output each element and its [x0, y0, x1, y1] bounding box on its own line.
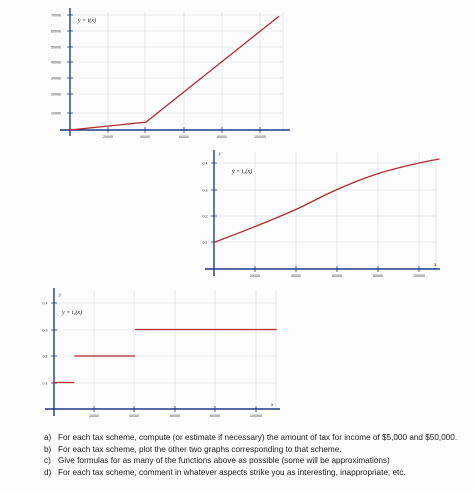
- graph-t-y-tick-label: 20000: [51, 93, 61, 97]
- graph-t-y-tick-label: 30000: [51, 77, 61, 81]
- question-text: For each tax scheme, compute (or estimat…: [58, 433, 458, 442]
- graph-t2-x-tick-label: 20000: [250, 274, 260, 278]
- graph-t2-curve: [213, 158, 440, 244]
- graph-t3-y-tick-label: 0.2: [43, 355, 48, 359]
- graph-t-y-tick-label: 40000: [51, 61, 61, 65]
- graph-t3-x-tick-label: 60000: [170, 414, 180, 418]
- graph-t-y-tick-label: 70000: [51, 14, 61, 18]
- question-c: c) Give formulas for as many of the func…: [44, 455, 464, 467]
- graph-t: 70000 60000 50000 40000 30000 20000 1000…: [51, 8, 290, 139]
- graph-t-x-ticks: 20000 40000 60000 80000 100000: [103, 127, 266, 139]
- graph-t3-x-tick-label: 100000: [250, 414, 262, 418]
- graph-t-x-tick-label: 100000: [254, 135, 266, 139]
- graph-t2-x-ticks: 20000 40000 60000 80000 100000: [250, 266, 425, 278]
- graph-t-y-tick-label: 50000: [51, 46, 61, 50]
- graph-t2-x-tick-label: 100000: [413, 274, 425, 278]
- graph-t3-grid: [53, 290, 277, 410]
- graph-t3-y-ticks: 0.4 0.3 0.2 0.1: [43, 302, 57, 386]
- graph-t2-y-tick-label: 0.3: [203, 189, 208, 193]
- graph-t3-y-tick-label: 0.1: [43, 382, 48, 386]
- graph-t3-function-label: y = t₃(x): [61, 309, 82, 316]
- graph-t-x-tick-label: 80000: [217, 135, 227, 139]
- graph-t2-y-tick-label: 0.2: [203, 215, 208, 219]
- graph-t-x-tick-label: 20000: [103, 135, 113, 139]
- graph-t2-function-label: y = t₂(x): [231, 168, 252, 175]
- question-marker: d): [44, 467, 52, 477]
- graph-t-y-tick-label: 10000: [51, 112, 61, 116]
- graph-t3-x-ticks: 20000 40000 60000 80000 100000: [89, 406, 262, 418]
- graph-t2-y-tick-label: 0.1: [203, 241, 208, 245]
- graph-t3-x-tick-label: 40000: [129, 414, 139, 418]
- graph-t-x-tick-label: 40000: [140, 135, 150, 139]
- graph-t2-y-tick-label: 0.4: [203, 162, 208, 166]
- graph-t2-grid: [213, 152, 437, 272]
- graph-t3-x-tick-label: 20000: [89, 414, 99, 418]
- graph-t3-steps: [54, 328, 277, 384]
- question-b: b) For each tax scheme, plot the other t…: [44, 444, 464, 456]
- graph-t2-x-tick-label: 60000: [332, 274, 342, 278]
- graph-t2-y-ticks: 0.4 0.3 0.2 0.1: [203, 162, 217, 245]
- graph-t3-x-axis-name: x: [270, 403, 274, 408]
- graph-t2: y x 0.4 0.3 0.2 0.1 20000 40000 60000 80…: [203, 150, 440, 278]
- question-text: Give formulas for as many of the functio…: [58, 456, 390, 466]
- graph-t2-x-tick-label: 40000: [291, 274, 301, 278]
- graph-t2-x-axis-name: x: [433, 263, 437, 268]
- question-text: For each tax scheme, comment in whatever…: [58, 467, 406, 477]
- graph-t3-y-tick-label: 0.3: [43, 329, 48, 333]
- graph-t-function-label: y = t(x): [77, 17, 96, 24]
- graph-t3: y x 0.4 0.3 0.2 0.1 20000 40000 60000 80…: [43, 288, 280, 418]
- question-list: a) For each tax scheme, compute (or esti…: [44, 432, 464, 478]
- question-d: d) For each tax scheme, comment in whate…: [44, 467, 464, 479]
- graph-t-x-tick-label: 60000: [179, 135, 189, 139]
- graph-t3-x-tick-label: 80000: [210, 414, 220, 418]
- graph-t-grid: [69, 12, 284, 130]
- graph-t3-y-axis-name: y: [58, 293, 62, 298]
- question-marker: b): [44, 444, 52, 454]
- question-marker: c): [44, 456, 51, 466]
- question-marker: a): [44, 433, 52, 442]
- question-a: a) For each tax scheme, compute (or esti…: [44, 432, 464, 444]
- question-text: For each tax scheme, plot the other two …: [58, 444, 342, 454]
- graph-t3-y-tick-label: 0.4: [43, 302, 48, 306]
- graph-t2-y-axis-name: y: [218, 152, 222, 157]
- graph-t-y-ticks: 70000 60000 50000 40000 30000 20000 1000…: [51, 14, 73, 116]
- graph-t2-x-tick-label: 80000: [373, 274, 383, 278]
- graph-t-y-tick-label: 60000: [51, 30, 61, 34]
- graph-t-curve: [69, 15, 280, 131]
